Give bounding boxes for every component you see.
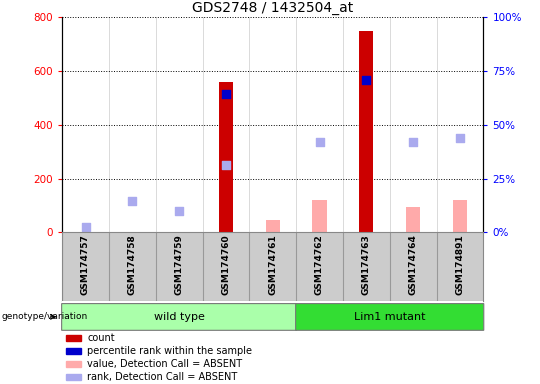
Bar	[313, 200, 327, 232]
Bar	[66, 335, 81, 341]
FancyBboxPatch shape	[62, 304, 296, 330]
Text: GSM174891: GSM174891	[455, 234, 464, 295]
Text: count: count	[87, 333, 115, 343]
Text: percentile rank within the sample: percentile rank within the sample	[87, 346, 252, 356]
Bar	[219, 82, 233, 232]
Bar	[266, 220, 280, 232]
Bar	[453, 200, 467, 232]
Text: wild type: wild type	[154, 312, 205, 322]
Text: GSM174761: GSM174761	[268, 234, 277, 295]
Text: GSM174759: GSM174759	[174, 234, 184, 295]
Bar	[66, 374, 81, 381]
Text: GSM174763: GSM174763	[362, 234, 371, 295]
Point	[221, 91, 230, 97]
Bar	[66, 348, 81, 354]
Text: rank, Detection Call = ABSENT: rank, Detection Call = ABSENT	[87, 372, 238, 382]
Point	[81, 224, 90, 230]
Text: GSM174757: GSM174757	[81, 234, 90, 295]
Text: Lim1 mutant: Lim1 mutant	[354, 312, 426, 322]
Point	[128, 199, 137, 205]
Title: GDS2748 / 1432504_at: GDS2748 / 1432504_at	[192, 1, 353, 15]
Text: GSM174758: GSM174758	[128, 234, 137, 295]
Text: GSM174762: GSM174762	[315, 234, 324, 295]
Point	[315, 139, 324, 146]
Point	[456, 135, 464, 141]
FancyBboxPatch shape	[295, 304, 484, 330]
Text: value, Detection Call = ABSENT: value, Detection Call = ABSENT	[87, 359, 242, 369]
Point	[409, 139, 417, 146]
Point	[221, 162, 230, 168]
Text: genotype/variation: genotype/variation	[1, 312, 87, 321]
Text: GSM174760: GSM174760	[221, 234, 231, 295]
Text: GSM174764: GSM174764	[409, 234, 417, 295]
Point	[362, 78, 370, 84]
Bar	[359, 31, 373, 232]
Bar	[66, 361, 81, 367]
Point	[175, 208, 184, 214]
Bar	[406, 207, 420, 232]
